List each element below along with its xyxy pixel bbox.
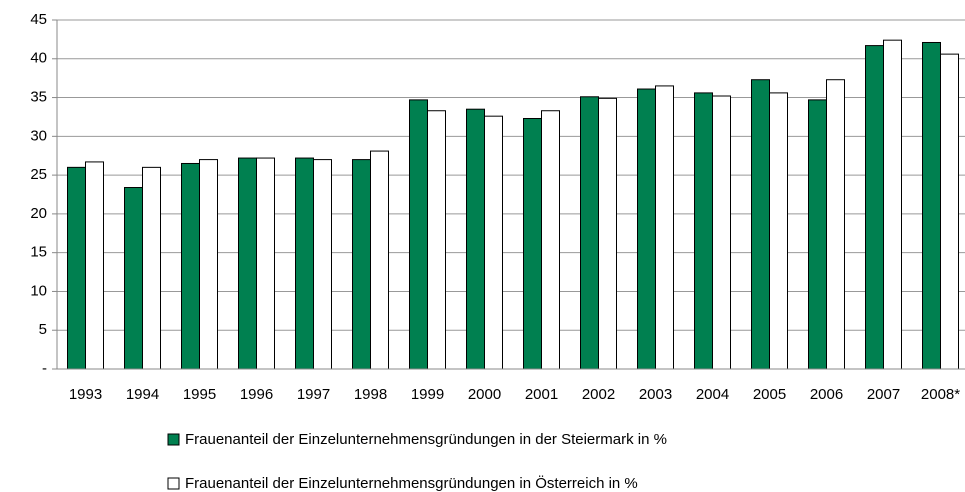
- legend-label: Frauenanteil der Einzelunternehmensgründ…: [185, 474, 638, 492]
- x-tick-label: 2005: [753, 386, 786, 403]
- bar: [541, 110, 560, 370]
- bar: [181, 162, 200, 370]
- y-tick-label: 35: [30, 89, 47, 106]
- bar: [694, 92, 713, 370]
- bar: [295, 157, 314, 370]
- bar: [427, 110, 446, 370]
- y-tick-label: 5: [39, 321, 47, 338]
- bar: [484, 115, 503, 370]
- y-tick-label: 20: [30, 205, 47, 222]
- y-tick-label: 10: [30, 282, 47, 299]
- x-tick-label: 2008*: [921, 386, 960, 403]
- bar: [865, 45, 884, 370]
- bar: [313, 159, 332, 370]
- x-tick-label: 1998: [354, 386, 387, 403]
- bar: [751, 79, 770, 370]
- bar: [826, 79, 845, 370]
- x-tick-label: 2002: [582, 386, 615, 403]
- x-tick-label: 2001: [525, 386, 558, 403]
- bar: [256, 157, 275, 370]
- bar: [238, 157, 257, 370]
- bar: [370, 150, 389, 370]
- bar: [67, 166, 86, 370]
- x-tick-label: 1995: [183, 386, 216, 403]
- bar: [637, 88, 656, 370]
- x-tick-label: 1997: [297, 386, 330, 403]
- legend-swatch: [167, 477, 180, 490]
- bar: [466, 108, 485, 370]
- bar: [523, 117, 542, 370]
- y-tick-label: 40: [30, 50, 47, 67]
- bar: [142, 166, 161, 370]
- bar: [808, 99, 827, 370]
- y-tick-label: 15: [30, 244, 47, 261]
- x-tick-label: 2000: [468, 386, 501, 403]
- bar: [85, 161, 104, 370]
- legend-swatch: [167, 433, 180, 446]
- x-tick-label: 1993: [69, 386, 102, 403]
- bar: [598, 97, 617, 370]
- y-tick-label: -: [42, 360, 47, 377]
- x-tick-label: 1999: [411, 386, 444, 403]
- bar: [655, 85, 674, 370]
- x-tick-label: 2003: [639, 386, 672, 403]
- x-tick-label: 1996: [240, 386, 273, 403]
- bar: [712, 95, 731, 370]
- bar: [769, 92, 788, 370]
- y-tick-label: 25: [30, 166, 47, 183]
- bar: [922, 41, 941, 370]
- bar: [124, 187, 143, 370]
- bar: [352, 159, 371, 370]
- bar: [199, 159, 218, 370]
- x-tick-label: 2006: [810, 386, 843, 403]
- x-tick-label: 2004: [696, 386, 729, 403]
- bar: [883, 39, 902, 370]
- legend-label: Frauenanteil der Einzelunternehmensgründ…: [185, 431, 667, 448]
- y-tick-label: 45: [30, 11, 47, 28]
- y-tick-label: 30: [30, 127, 47, 144]
- bar: [409, 99, 428, 370]
- x-tick-label: 1994: [126, 386, 159, 403]
- x-tick-label: 2007: [867, 386, 900, 403]
- bar: [940, 53, 959, 370]
- bar: [580, 96, 599, 370]
